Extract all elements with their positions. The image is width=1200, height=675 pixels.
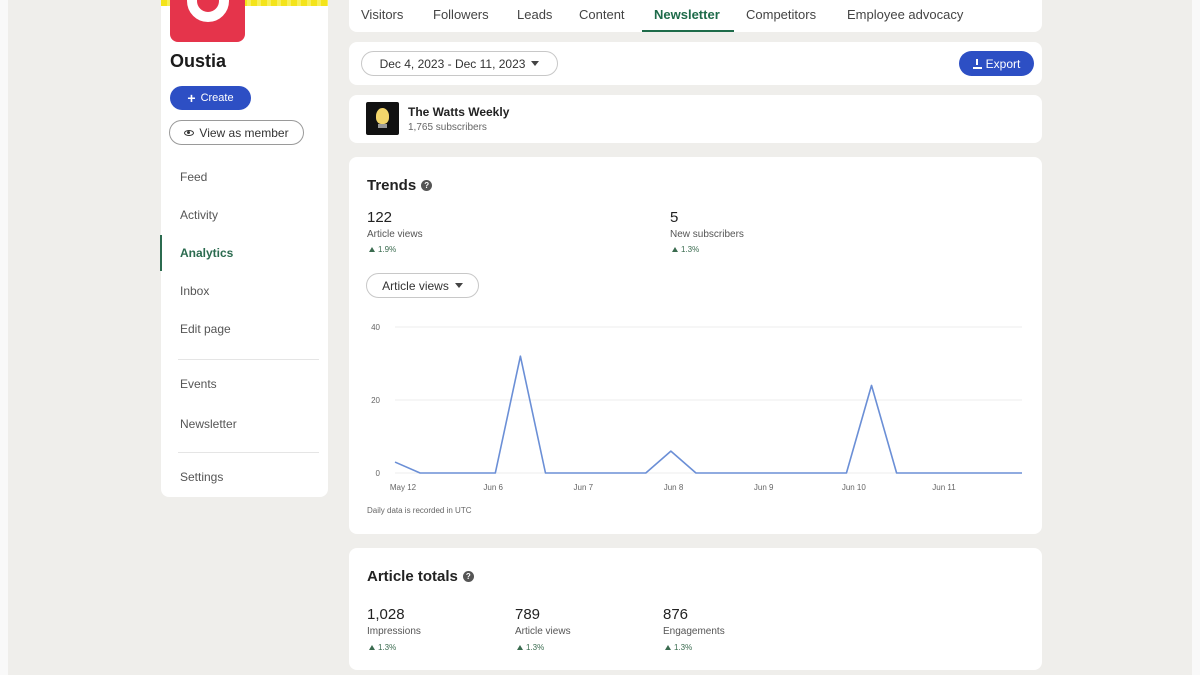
metric-value: 876 (663, 606, 689, 623)
x-tick-label: Jun 8 (664, 483, 684, 492)
trends-line-chart[interactable]: 0 20 40 May 12 Jun 6 Jun 7 Jun 8 Jun 9 Jun 10 Jun… (360, 315, 1030, 495)
plus-icon: + (187, 90, 196, 106)
metric-label: New subscribers (670, 229, 744, 240)
download-icon (972, 58, 982, 69)
sidebar-divider (178, 452, 319, 453)
sidebar-item-settings[interactable]: Settings (180, 470, 224, 484)
metric-value: 122 (367, 209, 393, 226)
eye-icon (184, 129, 195, 136)
trends-title-text: Trends (367, 177, 417, 194)
x-tick-label: Jun 6 (483, 483, 503, 492)
metric-label: Article views (515, 626, 571, 637)
y-tick-label: 40 (371, 323, 380, 332)
arrow-up-icon (665, 645, 671, 650)
metric-change: 1.9% (369, 245, 396, 254)
article-totals-title-text: Article totals (367, 568, 458, 585)
newsletter-subscribers: 1,765 subscribers (408, 122, 487, 133)
metric-dropdown-label: Article views (382, 278, 449, 293)
sidebar-item-newsletter[interactable]: Newsletter (180, 417, 237, 431)
sidebar (161, 0, 328, 497)
help-icon[interactable]: ? (462, 571, 474, 582)
x-tick-label: May 12 (390, 483, 417, 492)
tab-followers[interactable]: Followers (433, 7, 489, 22)
metric-value: 1,028 (367, 606, 405, 623)
create-button[interactable]: + Create (170, 86, 251, 110)
metric-change-value: 1.3% (378, 643, 397, 652)
metric-change-value: 1.3% (526, 643, 545, 652)
export-button[interactable]: Export (959, 51, 1034, 76)
y-tick-label: 20 (371, 396, 380, 405)
active-nav-indicator (160, 235, 162, 271)
metric-change: 1.3% (672, 245, 699, 254)
view-as-member-button[interactable]: View as member (169, 120, 304, 145)
trends-title: Trends ? (367, 177, 433, 194)
metric-value: 789 (515, 606, 541, 623)
metric-change-value: 1.3% (674, 643, 693, 652)
active-tab-underline (642, 30, 734, 32)
org-name[interactable]: Oustia (170, 51, 227, 71)
export-label: Export (985, 56, 1021, 71)
logo-ring-icon (187, 0, 229, 22)
sidebar-item-analytics[interactable]: Analytics (180, 246, 234, 260)
metric-change-value: 1.9% (378, 245, 397, 254)
metric-change: 1.3% (517, 643, 544, 652)
metric-label: Engagements (663, 626, 725, 637)
lightbulb-base (378, 124, 387, 128)
newsletter-title[interactable]: The Watts Weekly (408, 105, 510, 119)
metric-value: 5 (670, 209, 679, 226)
sidebar-item-activity[interactable]: Activity (180, 208, 219, 222)
view-as-member-label: View as member (199, 125, 289, 140)
sidebar-item-feed[interactable]: Feed (180, 170, 208, 184)
metric-label: Article views (367, 229, 423, 240)
newsletter-thumbnail[interactable] (366, 102, 399, 135)
caret-down-icon (454, 283, 463, 288)
org-logo[interactable] (170, 0, 245, 42)
tab-competitors[interactable]: Competitors (746, 7, 817, 22)
tab-content[interactable]: Content (579, 7, 625, 22)
metric-change: 1.3% (369, 643, 396, 652)
sidebar-item-events[interactable]: Events (180, 377, 217, 391)
sidebar-item-inbox[interactable]: Inbox (180, 284, 210, 298)
right-margin (1192, 0, 1200, 675)
date-range-dropdown[interactable]: Dec 4, 2023 - Dec 11, 2023 (361, 51, 558, 76)
x-tick-label: Jun 9 (754, 483, 774, 492)
metric-label: Impressions (367, 626, 421, 637)
date-range-label: Dec 4, 2023 - Dec 11, 2023 (379, 56, 526, 71)
x-tick-label: Jun 11 (932, 483, 956, 492)
metric-change-value: 1.3% (681, 245, 700, 254)
left-margin (0, 0, 8, 675)
y-tick-label: 0 (376, 469, 381, 478)
lightbulb-icon (376, 108, 389, 124)
x-tick-label: Jun 10 (842, 483, 867, 492)
arrow-up-icon (672, 247, 678, 252)
tab-leads[interactable]: Leads (517, 7, 553, 22)
help-icon[interactable]: ? (421, 180, 433, 191)
metric-change: 1.3% (665, 643, 692, 652)
tab-bar: Visitors Followers Leads Content Newslet… (349, 0, 1042, 32)
series-line[interactable] (394, 355, 1022, 474)
tab-visitors[interactable]: Visitors (361, 7, 404, 22)
sidebar-divider (178, 359, 319, 360)
chart-note: Daily data is recorded in UTC (367, 506, 472, 515)
arrow-up-icon (369, 247, 375, 252)
tab-employee-advocacy[interactable]: Employee advocacy (847, 7, 964, 22)
article-totals-card (349, 548, 1042, 670)
trends-card (349, 157, 1042, 534)
arrow-up-icon (369, 645, 375, 650)
tab-newsletter[interactable]: Newsletter (654, 7, 720, 22)
create-label: Create (200, 92, 234, 104)
article-totals-title: Article totals ? (367, 568, 474, 585)
arrow-up-icon (517, 645, 523, 650)
sidebar-item-edit-page[interactable]: Edit page (180, 322, 231, 336)
newsletter-card (349, 95, 1042, 143)
x-tick-label: Jun 7 (574, 483, 594, 492)
caret-down-icon (531, 61, 540, 66)
metric-dropdown[interactable]: Article views (366, 273, 479, 298)
